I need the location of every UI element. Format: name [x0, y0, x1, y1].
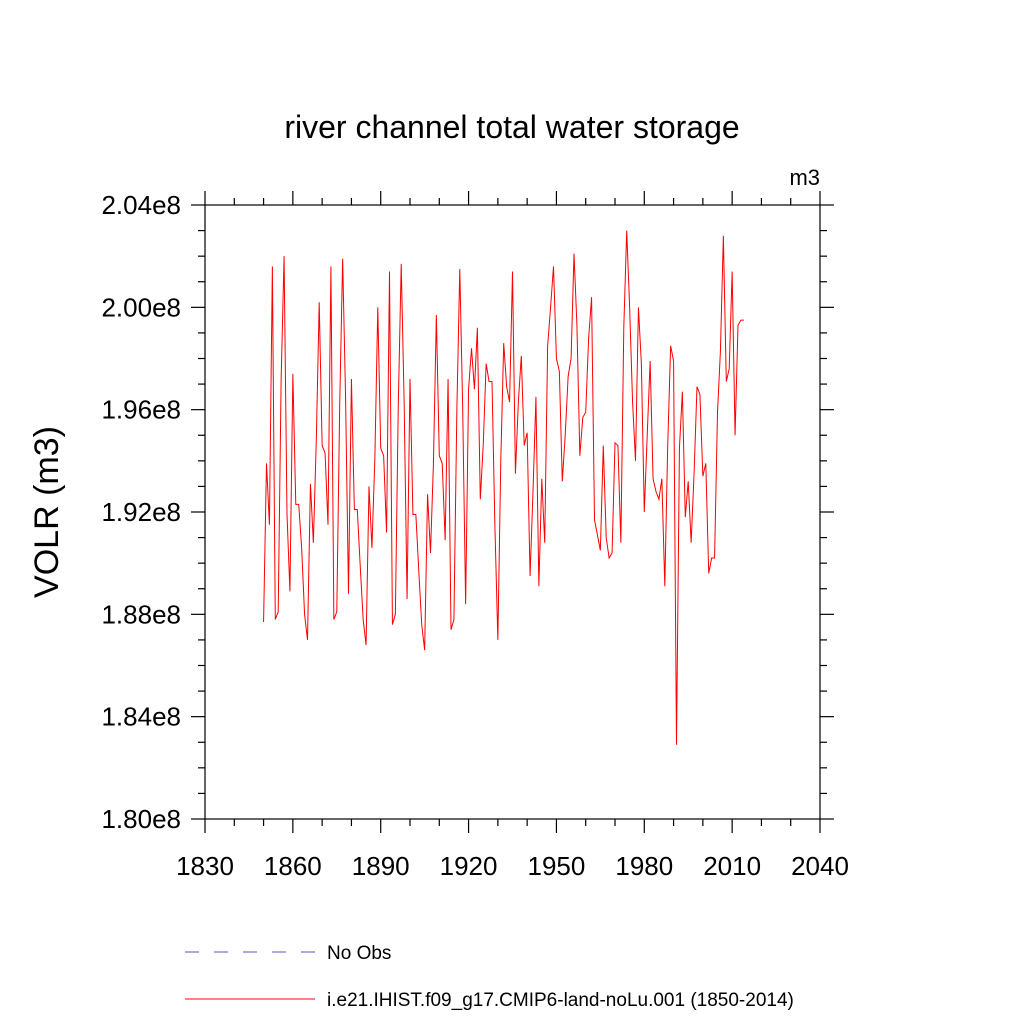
y-tick-label: 1.88e8	[101, 599, 181, 629]
x-tick-label: 1980	[615, 851, 673, 881]
x-tick-label: 1950	[528, 851, 586, 881]
chart-title: river channel total water storage	[284, 109, 739, 145]
x-tick-label: 2040	[791, 851, 849, 881]
plot-frame	[204, 204, 821, 820]
y-tick-label: 1.84e8	[101, 702, 181, 732]
y-tick-label: 2.04e8	[101, 190, 181, 220]
y-axis-label: VOLR (m3)	[28, 426, 66, 598]
units-label: m3	[789, 165, 820, 190]
x-tick-label: 1830	[176, 851, 234, 881]
x-tick-label: 2010	[703, 851, 761, 881]
series-layer	[263, 230, 744, 745]
x-tick-label: 1920	[440, 851, 498, 881]
y-tick-label: 1.96e8	[101, 395, 181, 425]
y-tick-label: 1.80e8	[101, 804, 181, 834]
y-tick-label: 2.00e8	[101, 292, 181, 322]
y-tick-label: 1.92e8	[101, 497, 181, 527]
legend-label-series: i.e21.IHIST.f09_g17.CMIP6-land-noLu.001 …	[327, 990, 794, 1011]
axis-ticks: 1830 1860 1890 1920 1950 1980 2010 2040 1.80e8 1.…	[101, 190, 848, 881]
x-tick-label: 1890	[352, 851, 410, 881]
x-tick-label: 1860	[264, 851, 322, 881]
series-line	[263, 230, 744, 745]
legend: No Obs i.e21.IHIST.f09_g17.CMIP6-land-no…	[185, 943, 794, 1011]
legend-label-no-obs: No Obs	[327, 943, 391, 964]
